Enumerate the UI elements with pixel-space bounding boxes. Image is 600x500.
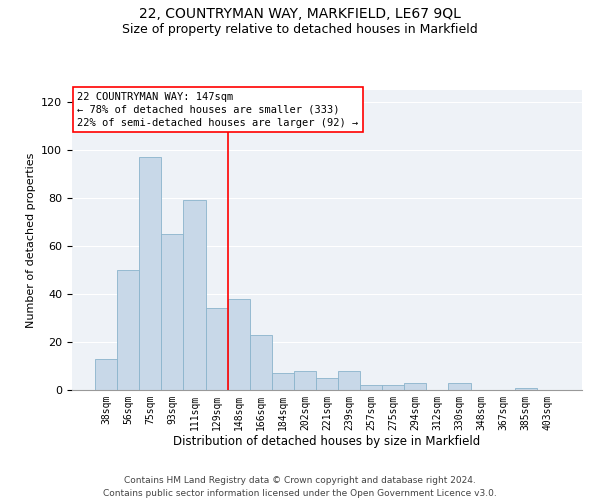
Bar <box>117 270 139 390</box>
Text: Contains HM Land Registry data © Crown copyright and database right 2024.
Contai: Contains HM Land Registry data © Crown c… <box>103 476 497 498</box>
Text: Size of property relative to detached houses in Markfield: Size of property relative to detached ho… <box>122 22 478 36</box>
Bar <box>139 157 161 390</box>
Bar <box>184 200 206 390</box>
Bar <box>382 385 404 390</box>
Bar <box>95 359 117 390</box>
Bar <box>272 373 294 390</box>
Text: Distribution of detached houses by size in Markfield: Distribution of detached houses by size … <box>173 435 481 448</box>
Bar <box>316 378 338 390</box>
Bar <box>404 383 427 390</box>
Bar <box>206 308 227 390</box>
Bar <box>227 299 250 390</box>
Bar <box>250 335 272 390</box>
Text: 22, COUNTRYMAN WAY, MARKFIELD, LE67 9QL: 22, COUNTRYMAN WAY, MARKFIELD, LE67 9QL <box>139 8 461 22</box>
Y-axis label: Number of detached properties: Number of detached properties <box>26 152 35 328</box>
Bar <box>338 371 360 390</box>
Text: 22 COUNTRYMAN WAY: 147sqm
← 78% of detached houses are smaller (333)
22% of semi: 22 COUNTRYMAN WAY: 147sqm ← 78% of detac… <box>77 92 358 128</box>
Bar <box>161 234 184 390</box>
Bar <box>515 388 537 390</box>
Bar <box>448 383 470 390</box>
Bar <box>294 371 316 390</box>
Bar <box>360 385 382 390</box>
